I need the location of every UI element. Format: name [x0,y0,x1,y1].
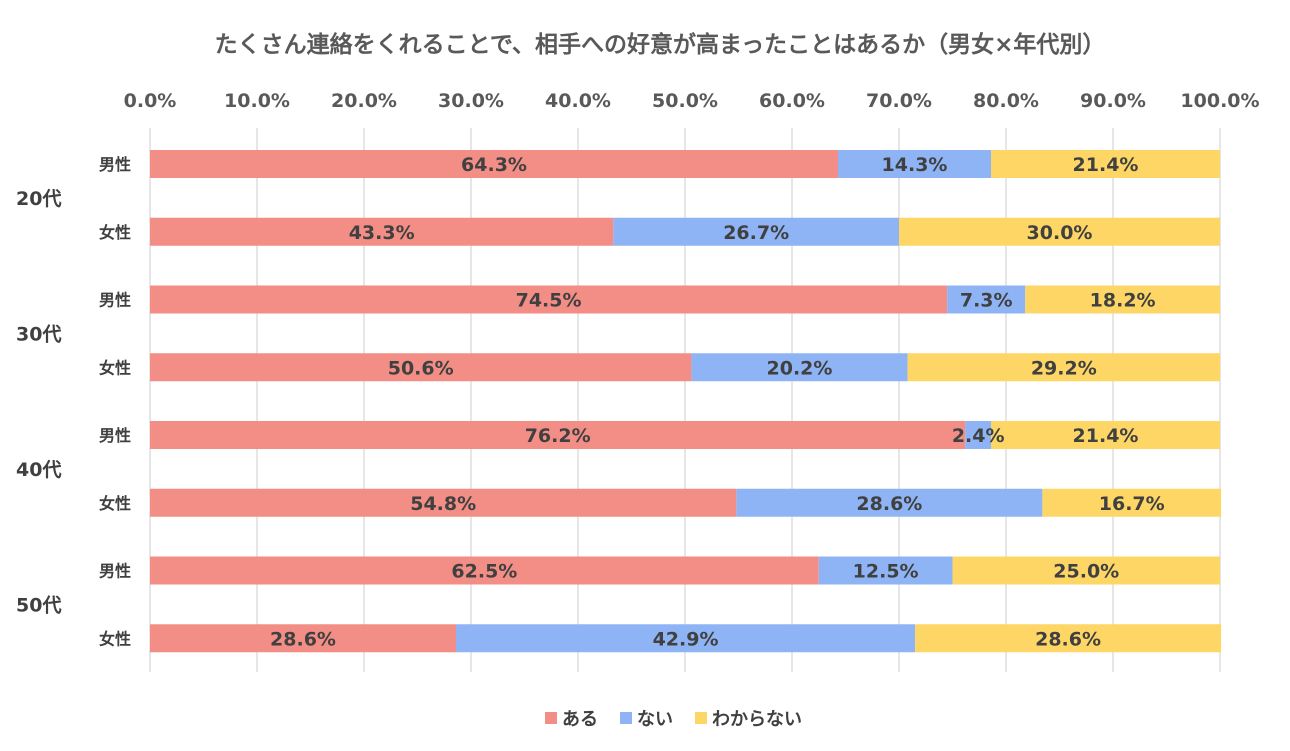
sub-category-label: 男性 [99,562,131,581]
data-label: 7.3% [960,290,1013,312]
bar-segment [907,353,1220,382]
data-label: 54.8% [410,493,476,515]
x-tick-label: 20.0% [331,90,397,112]
bar-segment [899,217,1220,246]
group-label: 50代 [16,594,61,616]
data-labels: 64.3% 14.3% 21.4% 43.3% 26.7% 30.0% 74.5% 7.3% 1… [270,154,1165,650]
x-tick-label: 0.0% [124,90,177,112]
data-label: 28.6% [856,493,922,515]
data-label: 21.4% [1073,425,1139,447]
bar-segment [150,353,692,382]
legend-label: わからない [712,709,802,730]
bar-segment [150,488,737,517]
data-label: 76.2% [525,425,591,447]
sub-category-label: 女性 [99,494,131,513]
bar-segment [736,488,1043,517]
group-label: 30代 [16,323,61,345]
legend-label: ない [637,709,673,730]
data-label: 21.4% [1073,154,1139,176]
x-tick-label: 10.0% [224,90,290,112]
bar-segment [965,421,992,449]
legend: ある ない わからない [545,709,802,730]
data-label: 25.0% [1053,561,1119,583]
data-label: 74.5% [516,290,582,312]
bar-segment [838,150,992,178]
bar-segment [150,556,819,585]
data-label: 50.6% [388,357,454,379]
bar-segment [947,285,1026,314]
data-label: 30.0% [1027,222,1093,244]
sub-category-label: 男性 [99,155,131,174]
bar-segment [915,624,1222,653]
bar-segment [1042,488,1222,517]
legend-swatch [545,712,557,724]
legend-swatch [620,712,632,724]
bars [150,150,1222,653]
x-tick-label: 90.0% [1080,90,1146,112]
x-tick-label: 40.0% [545,90,611,112]
gridlines [149,128,1221,672]
x-axis-ticks: 0.0% 10.0% 20.0% 30.0% 40.0% 50.0% 60.0% 70.0% 8… [124,90,1260,112]
data-label: 26.7% [723,222,789,244]
data-label: 12.5% [853,561,919,583]
x-tick-label: 100.0% [1180,90,1259,112]
bar-segment [150,624,457,653]
legend-swatch [695,712,707,724]
sub-category-label: 男性 [99,426,131,445]
data-label: 14.3% [882,154,948,176]
x-tick-label: 70.0% [866,90,932,112]
data-label: 16.7% [1099,493,1165,515]
data-label: 29.2% [1031,357,1097,379]
bar-segment [150,150,839,178]
bar-segment [613,217,899,246]
x-tick-label: 60.0% [759,90,825,112]
sub-category-label: 女性 [99,223,131,242]
bar-segment [150,421,966,449]
bar-segment [150,217,614,246]
data-label: 18.2% [1090,290,1156,312]
x-tick-label: 30.0% [438,90,504,112]
data-label: 2.4% [952,425,1005,447]
sub-category-label: 女性 [99,358,131,377]
data-label: 64.3% [461,154,527,176]
bar-segment [952,556,1220,585]
data-label: 42.9% [653,628,719,650]
data-label: 28.6% [270,628,336,650]
bar-segment [991,421,1220,449]
bar-segment [818,556,953,585]
legend-label: ある [562,709,598,730]
data-label: 43.3% [349,222,415,244]
bar-segment [456,624,916,653]
x-tick-label: 80.0% [973,90,1039,112]
x-tick-label: 50.0% [652,90,718,112]
data-label: 28.6% [1035,628,1101,650]
data-label: 62.5% [451,561,517,583]
data-label: 20.2% [767,357,833,379]
bar-segment [1025,285,1220,314]
bar-segment [150,285,948,314]
sub-category-label: 女性 [99,629,131,648]
chart-title: たくさん連絡をくれることで、相手への好意が高まったことはあるか（男女×年代別） [215,31,1106,58]
group-label: 40代 [16,459,61,481]
sub-category-label: 男性 [99,291,131,310]
bar-segment [991,150,1220,178]
bar-segment [691,353,908,382]
group-label: 20代 [16,188,61,210]
